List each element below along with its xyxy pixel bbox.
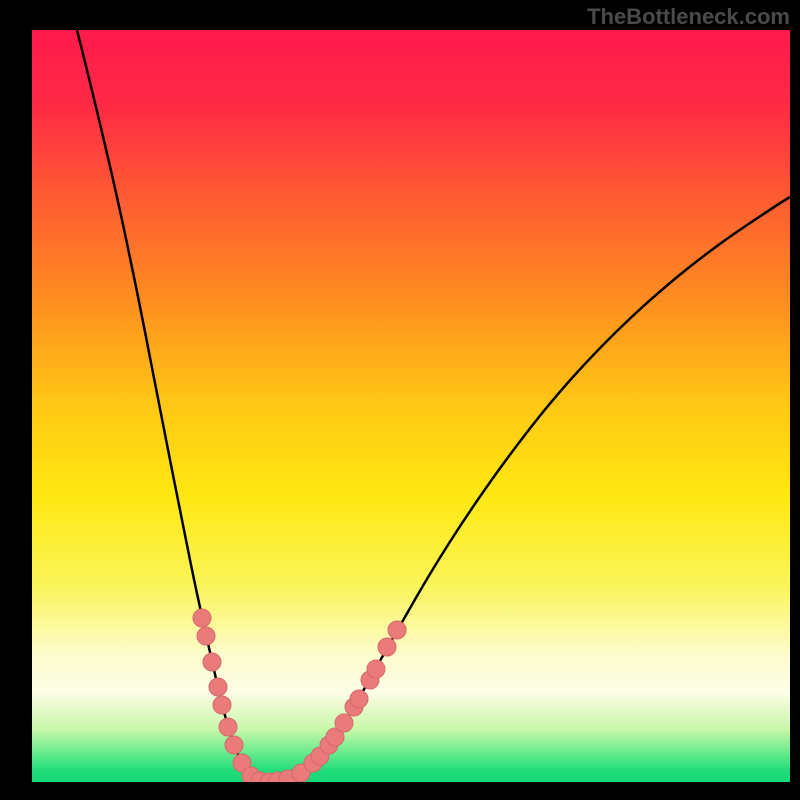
- marker-point: [367, 660, 385, 678]
- marker-point: [193, 609, 211, 627]
- marker-point: [213, 696, 231, 714]
- markers-group: [193, 609, 406, 782]
- marker-point: [203, 653, 221, 671]
- plot-area: [32, 30, 790, 782]
- curve-left-branch: [77, 30, 270, 782]
- marker-point: [225, 736, 243, 754]
- marker-point: [350, 690, 368, 708]
- curve-layer: [32, 30, 790, 782]
- marker-point: [388, 621, 406, 639]
- marker-point: [197, 627, 215, 645]
- marker-point: [335, 714, 353, 732]
- marker-point: [209, 678, 227, 696]
- marker-point: [378, 638, 396, 656]
- marker-point: [219, 718, 237, 736]
- watermark-text: TheBottleneck.com: [587, 4, 790, 30]
- chart-frame: TheBottleneck.com: [0, 0, 800, 800]
- curve-right-branch: [270, 197, 790, 782]
